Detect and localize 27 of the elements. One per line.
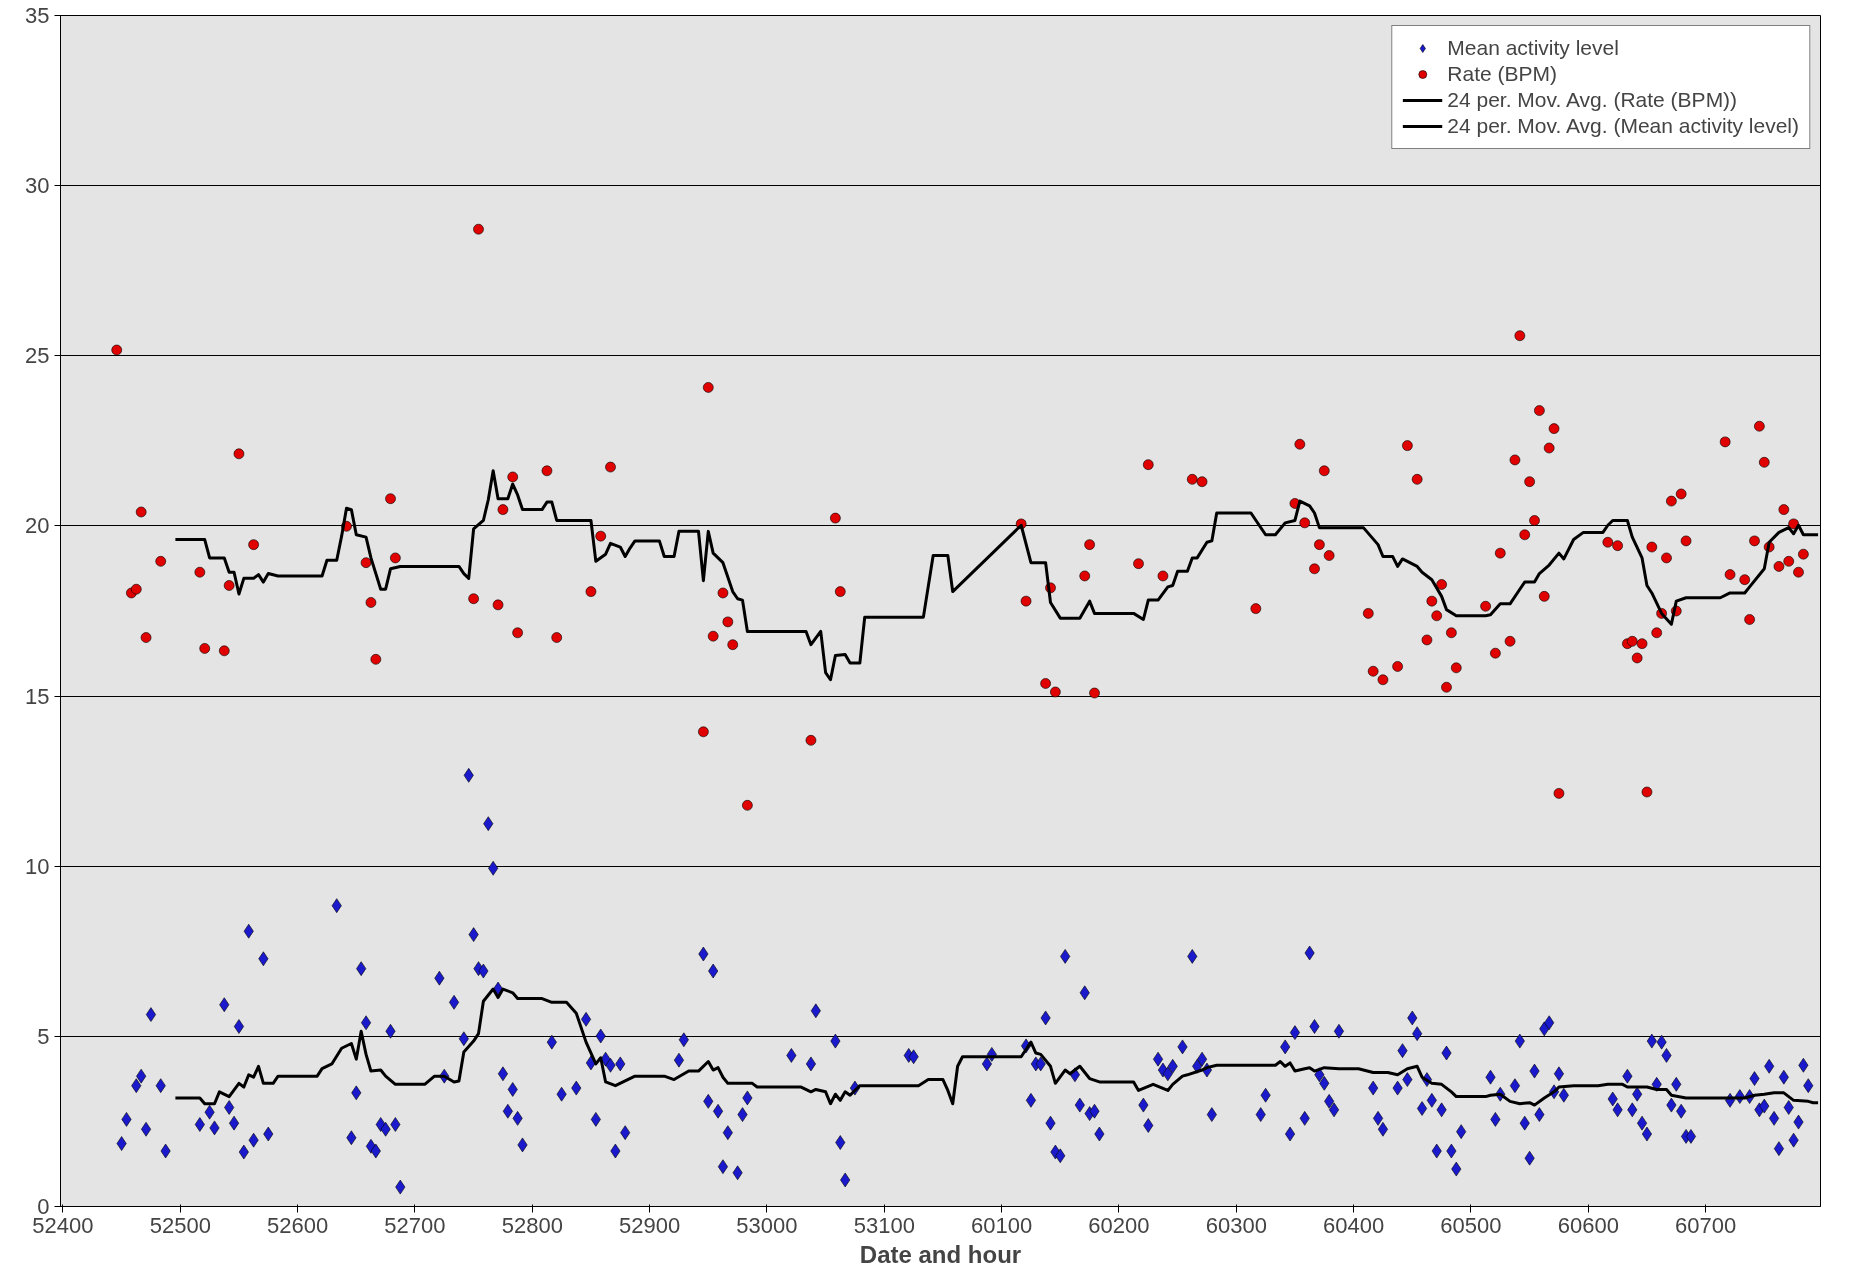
y-tick-label: 0 xyxy=(37,1194,50,1219)
x-tick-label: 60500 xyxy=(1440,1212,1502,1238)
x-tick-label: 60200 xyxy=(1088,1212,1150,1238)
x-tick-label: 52800 xyxy=(501,1212,563,1238)
legend-label: 24 per. Mov. Avg. (Mean activity level) xyxy=(1447,114,1799,138)
y-tick-label: 25 xyxy=(25,343,50,369)
x-tick-label: 60400 xyxy=(1323,1212,1385,1238)
y-tick-label: 10 xyxy=(25,853,50,879)
x-tick-label: 53100 xyxy=(853,1212,915,1238)
y-tick-label: 35 xyxy=(25,3,50,28)
legend-label: 24 per. Mov. Avg. (Rate (BPM)) xyxy=(1447,88,1738,112)
x-tick-label: 60300 xyxy=(1205,1212,1267,1238)
x-tick-label: 53000 xyxy=(736,1212,798,1238)
x-tick-label: 52600 xyxy=(267,1212,329,1238)
x-tick-label: 60600 xyxy=(1557,1212,1619,1238)
y-tick-label: 5 xyxy=(37,1023,50,1049)
x-axis-title: Date and hour xyxy=(859,1240,1022,1268)
x-tick-label: 60700 xyxy=(1675,1212,1737,1238)
x-tick-label: 60100 xyxy=(971,1212,1033,1238)
x-tick-label: 52700 xyxy=(384,1212,446,1238)
x-tick-label: 52900 xyxy=(619,1212,681,1238)
y-tick-label: 30 xyxy=(25,173,50,199)
y-tick-label: 20 xyxy=(25,513,50,539)
x-tick-label: 52500 xyxy=(149,1212,211,1238)
y-tick-label: 15 xyxy=(25,683,50,709)
legend-label: Rate (BPM) xyxy=(1447,62,1557,86)
legend-label: Mean activity level xyxy=(1447,36,1619,60)
